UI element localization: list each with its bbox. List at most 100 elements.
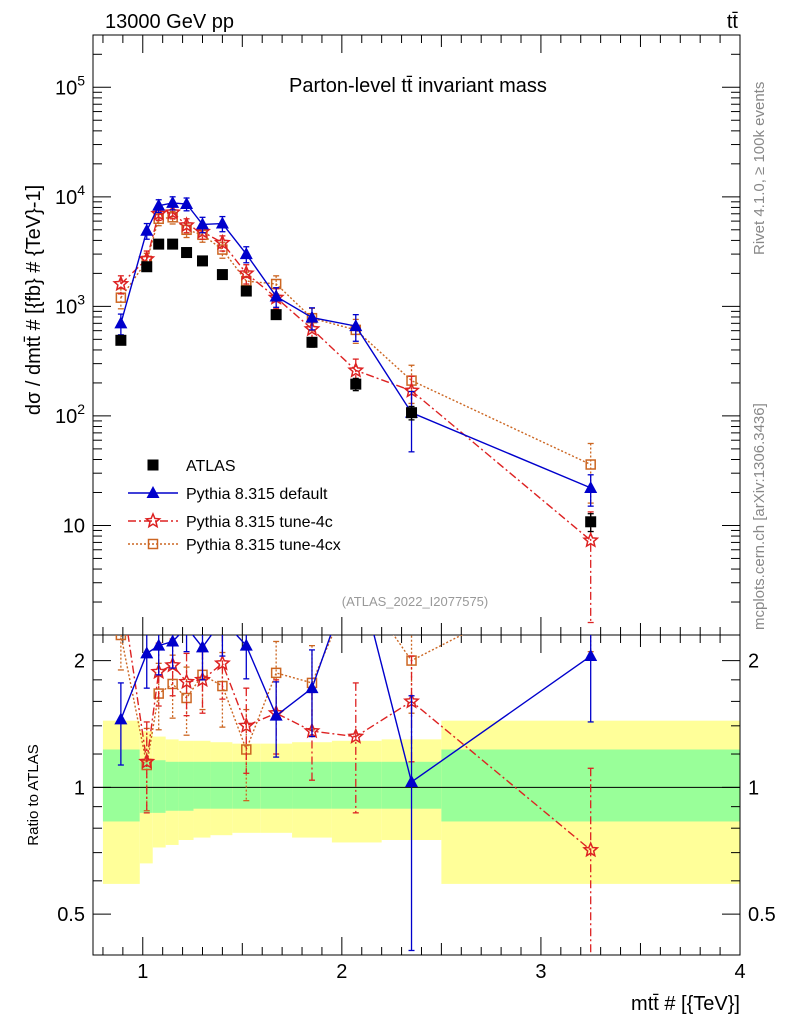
legend-label-atlas: ATLAS — [186, 458, 236, 475]
x-tick-label: 4 — [734, 961, 745, 983]
mcplots-label: mcplots.cern.ch [arXiv:1306.3436] — [751, 403, 768, 630]
data-point-default — [114, 712, 128, 725]
y-axis-label: dσ / dmtt̄ # [{fb} # {TeV}-1] — [23, 185, 45, 415]
data-point-tune-4c — [213, 654, 231, 671]
data-point-tune-4c — [213, 233, 231, 251]
data-point-tune-4c — [164, 203, 182, 220]
data-point-default — [215, 216, 229, 229]
data-point-default — [239, 638, 253, 651]
data-point-tune-4c — [347, 361, 365, 378]
data-point-default — [146, 486, 160, 498]
data-point-atlas — [196, 255, 208, 267]
data-point-default — [166, 635, 180, 647]
data-point-default — [140, 646, 154, 659]
data-point-atlas — [141, 261, 153, 273]
ratio-tick-label: 2 — [74, 651, 85, 673]
data-point-default — [269, 708, 283, 721]
data-point-default — [405, 774, 419, 787]
data-point-default — [216, 613, 229, 625]
ratio-panel-frame — [92, 634, 741, 956]
data-point-tune-4c — [178, 672, 196, 690]
x-axis-label: mtt̄ # [{TeV}] — [631, 993, 740, 1015]
data-point-tune-4c — [237, 264, 255, 281]
data-point-tune-4cx — [585, 459, 596, 470]
data-point-default — [152, 198, 166, 211]
data-point-tune-4c — [193, 222, 212, 239]
ratio-inner-band — [260, 761, 293, 809]
data-point-default — [349, 319, 363, 332]
data-point-atlas — [240, 285, 252, 297]
data-point-tune-4cx — [147, 538, 159, 550]
data-point-default — [305, 310, 319, 323]
data-point-atlas — [270, 309, 282, 321]
data-point-tune-4c — [193, 670, 212, 688]
ratio-inner-band — [331, 761, 382, 809]
data-point-atlas — [585, 516, 597, 528]
data-point-tune-4c — [150, 204, 168, 222]
data-point-tune-4c — [582, 531, 600, 548]
ratio-inner-band — [292, 761, 332, 809]
data-point-default — [152, 638, 166, 651]
series-line-solid — [120, 202, 591, 489]
legend-label-tune-4c: Pythia 8.315 tune-4c — [186, 514, 333, 531]
ratio-plot-data — [114, 556, 600, 955]
ratio-inner-band — [193, 761, 211, 809]
data-point-default — [180, 196, 194, 209]
y-tick-exponent: 5 — [77, 72, 85, 88]
y-tick-exponent: 4 — [77, 182, 85, 198]
data-point-default — [584, 480, 598, 493]
data-point-atlas — [153, 238, 165, 250]
data-point-atlas — [306, 336, 318, 348]
data-point-default — [195, 640, 209, 653]
ratio-uncertainty-bands — [93, 720, 740, 884]
ratio-inner-band — [152, 760, 166, 813]
data-point-atlas — [406, 407, 418, 419]
legend-label-default: Pythia 8.315 default — [186, 486, 328, 503]
data-point-default — [166, 195, 180, 208]
data-point-atlas — [115, 334, 127, 346]
y-tick-label: 102 — [55, 401, 85, 428]
ratio-panel-axes: 1 2 3 4 0.5 0.5 1 1 2 2 — [57, 634, 776, 983]
data-point-default — [195, 217, 209, 230]
data-point-default — [239, 247, 253, 260]
process-label: tt̄ — [727, 11, 739, 33]
data-point-tune-4c — [114, 579, 127, 592]
data-point-tune-4c — [237, 716, 255, 734]
data-point-atlas — [216, 269, 228, 281]
chart-title: Parton-level tt̄ invariant mass — [289, 75, 547, 97]
data-point-tune-4c — [582, 841, 600, 858]
data-point-default — [180, 620, 193, 632]
data-point-default — [269, 289, 283, 302]
legend: ATLAS Pythia 8.315 default Pythia 8.315 … — [128, 458, 341, 554]
y-tick-label: 105 — [55, 72, 85, 99]
data-point-default — [584, 649, 598, 662]
data-point-tune-4c — [303, 320, 321, 337]
ratio-tick-label-right: 0.5 — [748, 904, 776, 926]
data-point-default — [349, 556, 362, 568]
ratio-tick-label: 0.5 — [57, 904, 85, 926]
y-tick-label: 10 — [63, 515, 85, 537]
series-line-dotted — [120, 216, 591, 466]
ratio-tick-label-right: 1 — [748, 777, 759, 799]
data-point-atlas — [167, 238, 179, 250]
data-point-atlas — [147, 459, 159, 471]
data-point-default — [305, 681, 319, 694]
ratio-tick-label: 1 — [74, 777, 85, 799]
main-plot-data — [112, 195, 600, 624]
ratio-y-axis-label: Ratio to ATLAS — [25, 744, 42, 845]
data-point-tune-4c — [178, 216, 196, 233]
data-point-tune-4c — [144, 512, 162, 529]
data-point-tune-4c — [112, 275, 130, 292]
ratio-inner-band — [178, 761, 194, 811]
data-point-tune-4cx — [351, 576, 360, 585]
legend-label-tune-4cx: Pythia 8.315 tune-4cx — [186, 537, 341, 554]
y-tick-exponent: 3 — [77, 291, 85, 307]
data-point-tune-4c — [347, 727, 365, 744]
rivet-label: Rivet 4.1.0, ≥ 100k events — [751, 82, 768, 255]
y-tick-label: 104 — [55, 182, 85, 209]
x-tick-label: 3 — [535, 961, 546, 983]
data-point-default — [114, 316, 128, 329]
ratio-inner-band — [210, 761, 233, 809]
ratio-inner-band — [165, 761, 179, 811]
data-point-tune-4cx — [115, 635, 127, 641]
